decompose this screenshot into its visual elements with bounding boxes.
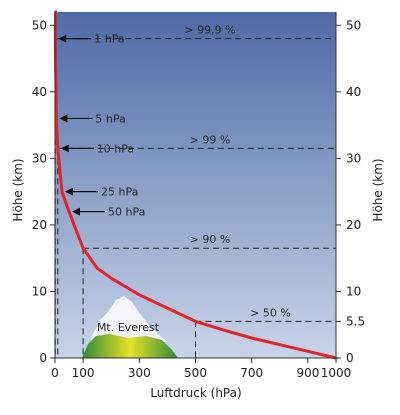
pressure-curve	[53, 10, 338, 360]
threshold-label-3: > 50 %	[250, 306, 291, 319]
left-tick-label-4: 40	[32, 85, 47, 99]
arrow-label-2: 10 hPa	[97, 142, 134, 155]
right-tick-label-4: 40	[346, 85, 361, 99]
threshold-label-0: > 99,9 %	[184, 24, 235, 37]
mountain-label: Mt. Everest	[97, 321, 160, 334]
right-tick-label-1: 10	[346, 284, 361, 298]
right-tick-label-6: 5.5	[346, 314, 365, 328]
x-tick-label-0: 0	[51, 366, 59, 380]
left-tick-label-3: 30	[32, 151, 47, 165]
mountain-base	[82, 334, 178, 358]
left-tick-label-5: 50	[32, 18, 47, 32]
left-y-axis-label: Höhe (km)	[11, 158, 25, 221]
left-tick-label-1: 10	[32, 284, 47, 298]
right-tick-label-3: 30	[346, 151, 361, 165]
arrow-label-0: 1 hPa	[94, 33, 124, 46]
x-tick-label-6: 1000	[321, 366, 352, 380]
arrow-label-1: 5 hPa	[95, 112, 125, 125]
x-axis-label: Luftdruck (hPa)	[150, 386, 241, 400]
mountain-snow	[90, 296, 168, 342]
mountain-everest: Mt. Everest	[82, 296, 178, 358]
right-tick-label-5: 50	[346, 18, 361, 32]
right-y-axis-label: Höhe (km)	[371, 158, 385, 221]
left-tick-label-0: 0	[39, 351, 47, 365]
plot-background	[55, 12, 336, 358]
x-tick-label-3: 500	[184, 366, 207, 380]
left-axis: 0 10 20 30 40 50	[32, 12, 56, 365]
x-tick-label-4: 700	[240, 366, 263, 380]
right-axis: 0 10 20 30 40 50 5.5	[335, 12, 365, 365]
arrow-label-4: 50 hPa	[108, 206, 145, 219]
curve-layer	[53, 10, 338, 360]
arrow-label-3: 25 hPa	[101, 186, 138, 199]
x-tick-label-2: 300	[128, 366, 151, 380]
x-tick-label-5: 900	[296, 366, 319, 380]
threshold-label-1: > 99 %	[190, 133, 231, 146]
right-tick-label-0: 0	[346, 351, 354, 365]
x-axis: 0 100 300 500 700 900 1000	[51, 357, 352, 380]
left-tick-label-2: 20	[32, 218, 47, 232]
arrow-annotations: 1 hPa 5 hPa 10 hPa 25 hPa 50 hPa	[58, 33, 145, 219]
right-tick-label-2: 20	[346, 218, 361, 232]
x-tick-label-1: 100	[72, 366, 95, 380]
threshold-label-2: > 90 %	[190, 233, 231, 246]
